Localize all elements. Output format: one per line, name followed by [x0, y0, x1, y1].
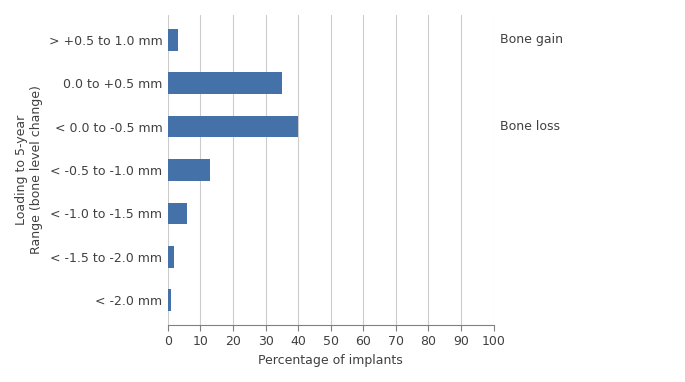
Bar [168, 159, 210, 181]
Text: Bone gain: Bone gain [500, 34, 563, 47]
Bar [168, 116, 298, 138]
Bar [168, 202, 188, 224]
Bar [168, 29, 177, 51]
Bar [168, 246, 175, 267]
X-axis label: Percentage of implants: Percentage of implants [258, 354, 403, 367]
Bar [168, 289, 171, 311]
Text: Bone loss: Bone loss [500, 120, 560, 133]
Bar [168, 73, 282, 94]
Y-axis label: Loading to 5-year
Range (bone level change): Loading to 5-year Range (bone level chan… [15, 86, 43, 254]
